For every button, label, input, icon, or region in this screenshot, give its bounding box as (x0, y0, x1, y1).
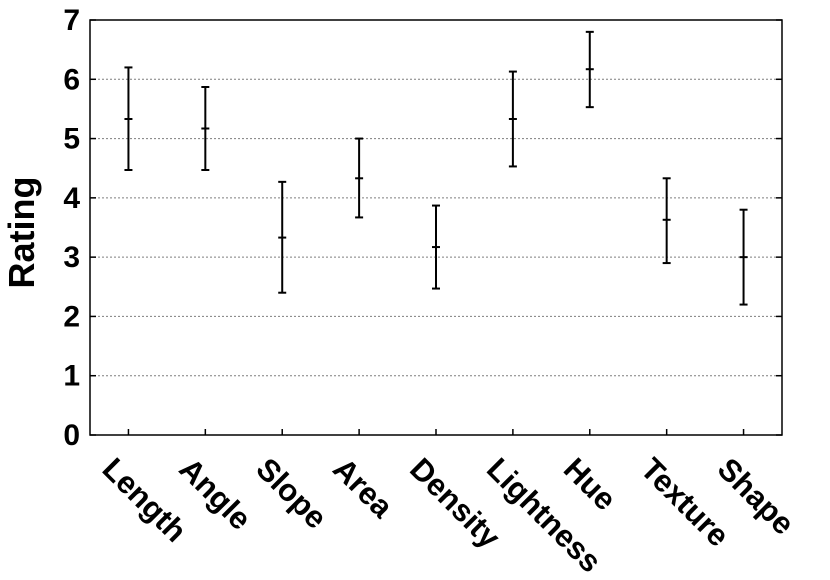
y-tick-label: 6 (63, 63, 80, 96)
plot-frame (89, 19, 783, 436)
y-tick-label: 7 (63, 4, 80, 37)
error-bar-slope (278, 180, 287, 294)
error-bar-lightness (508, 70, 517, 168)
x-category-label: Length (96, 451, 194, 549)
error-bar-texture (662, 177, 671, 265)
error-bar-angle (201, 85, 210, 171)
y-tick-label: 5 (63, 123, 80, 156)
y-tick-label: 2 (63, 300, 80, 333)
error-bar-shape (739, 208, 748, 306)
y-tick-label: 3 (63, 241, 80, 274)
x-category-label: Slope (249, 451, 333, 535)
y-tick-label: 4 (63, 182, 80, 215)
y-axis-ticks: 0 1 2 3 4 5 6 7 (63, 4, 782, 452)
x-category-label: Hue (557, 451, 623, 517)
error-bar-density (432, 204, 440, 290)
y-tick-label: 1 (63, 360, 80, 393)
x-category-label: Area (326, 451, 400, 525)
error-bar-length (124, 66, 133, 171)
y-tick-label: 0 (63, 419, 80, 452)
error-bar-hue (585, 30, 594, 109)
y-axis-title: Rating (1, 177, 42, 289)
error-bars (124, 30, 748, 435)
error-bar-area (355, 137, 364, 219)
